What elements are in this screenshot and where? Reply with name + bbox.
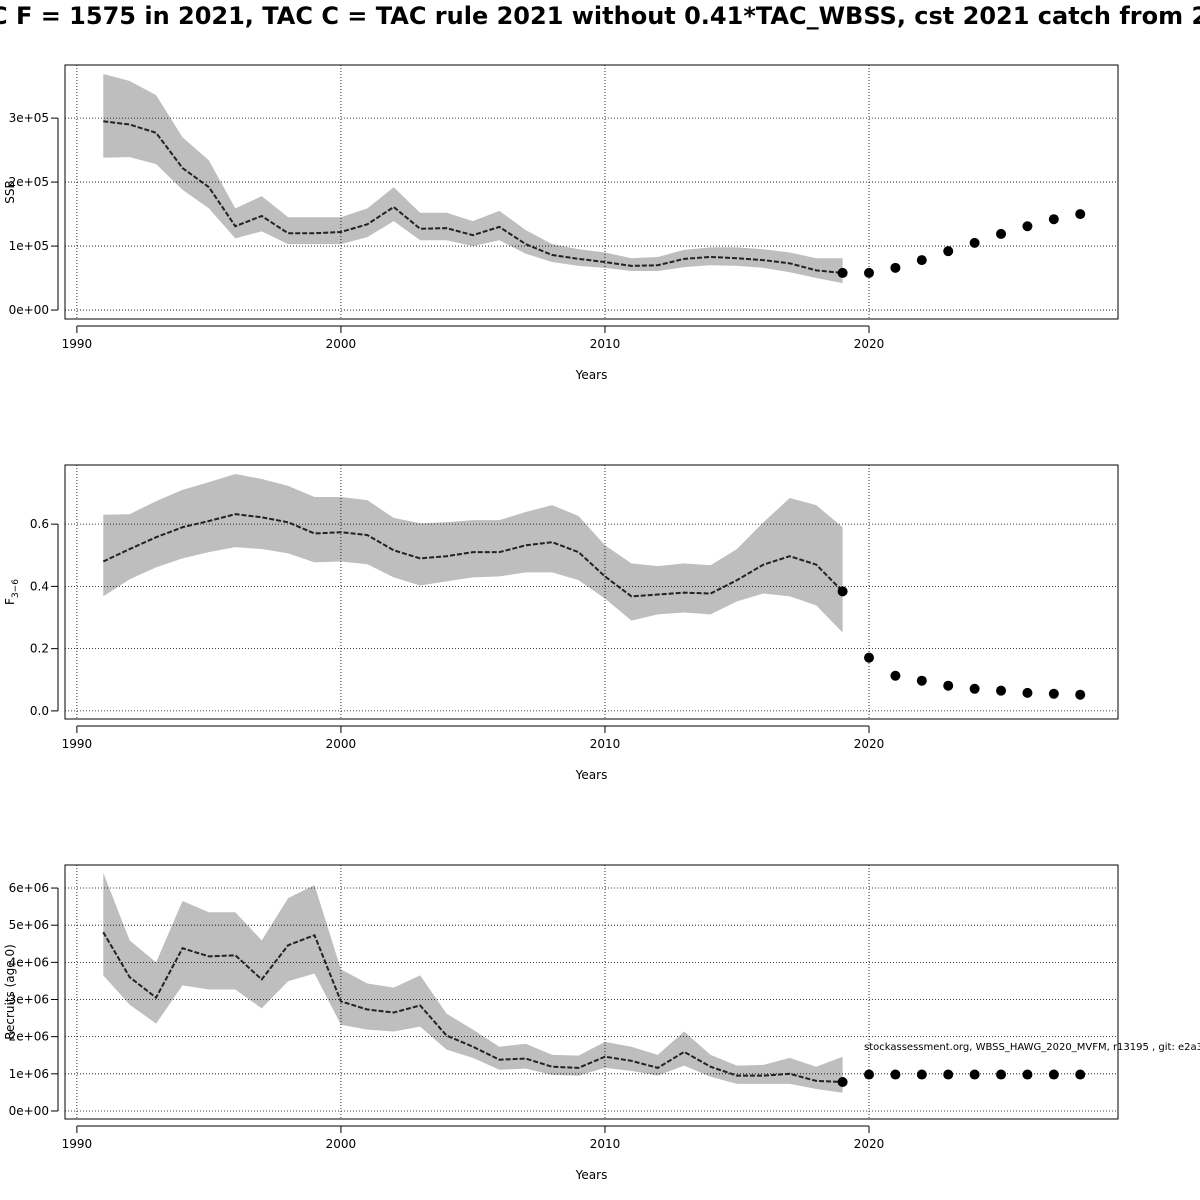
y-tick-label: 1e+05 [9, 239, 49, 253]
x-tick-label: 2010 [590, 1137, 621, 1151]
plot-frame [64, 64, 1119, 320]
y-axis: 0e+00 1e+05 2e+05 3e+05 SSB [3, 111, 59, 317]
y-axis: 0e+00 1e+06 2e+06 3e+06 4e+06 5e+06 6e+06 Recru… [3, 881, 59, 1118]
projection-point [1022, 1069, 1033, 1080]
x-tick-label: 2020 [854, 1137, 885, 1151]
confidence-band [103, 474, 843, 633]
projection-point [890, 1069, 901, 1080]
projection-point [969, 1069, 980, 1080]
y-axis-label: SSB [3, 180, 17, 203]
median-line [103, 120, 843, 274]
y-axis-label-main: SSB [3, 180, 17, 203]
projection-point [1022, 687, 1033, 698]
x-tick-label: 2010 [590, 337, 621, 351]
projection-point [864, 652, 875, 663]
y-tick-label: 0e+00 [9, 1104, 49, 1118]
y-tick-label: 0.2 [30, 642, 49, 656]
projection-point [1075, 209, 1086, 220]
projection-point [1075, 1069, 1086, 1080]
annotation-text: stockassessment.org, WBSS_HAWG_2020_MVFM… [864, 1042, 1200, 1053]
chart-title: C F = 1575 in 2021, TAC C = TAC rule 202… [0, 2, 1200, 30]
x-axis-label: Years [575, 368, 608, 382]
x-axis: 1990 2000 2010 2020 Years [62, 1125, 885, 1182]
projection-point [837, 586, 848, 597]
y-tick-label: 3e+05 [9, 111, 49, 125]
x-tick-label: 2000 [326, 1137, 357, 1151]
projection-point [1075, 689, 1086, 700]
x-tick-label: 1990 [62, 1137, 93, 1151]
y-tick-label: 1e+06 [9, 1067, 49, 1081]
y-axis-label-subscript: 3−6 [11, 579, 21, 598]
y-tick-label: 2e+06 [9, 1030, 49, 1044]
projection-point [1022, 221, 1033, 232]
panel-3: 1990 2000 2010 2020 Years 0e+00 1e+06 2e+06 3e+0… [3, 864, 1119, 1182]
projection-point [916, 675, 927, 686]
projection-point [943, 680, 954, 691]
y-tick-label: 0.6 [30, 517, 49, 531]
x-tick-label: 2000 [326, 337, 357, 351]
confidence-band [103, 73, 843, 284]
x-tick-label: 2020 [854, 737, 885, 751]
median-line [102, 931, 843, 1083]
y-tick-label: 2e+05 [9, 175, 49, 189]
x-tick-label: 2010 [590, 737, 621, 751]
panel-1: 1990 2000 2010 2020 Years 0e+00 1e+05 2e+05 3e+0… [3, 64, 1119, 382]
projection-point [943, 1069, 954, 1080]
x-tick-label: 2000 [326, 737, 357, 751]
projection-point [1048, 214, 1059, 225]
x-axis-label: Years [575, 1168, 608, 1182]
y-axis-label-main: Recruits (age 0) [3, 944, 17, 1040]
projection-point [916, 1069, 927, 1080]
y-axis: 0.0 0.2 0.4 0.6 F3−6 [3, 517, 59, 718]
projection-point [1048, 688, 1059, 699]
plot-frame [64, 864, 1119, 1120]
panel-2: 1990 2000 2010 2020 Years 0.0 0.2 0.4 0.6 F3−6 [3, 464, 1119, 782]
projection-point [969, 683, 980, 694]
projection-point [996, 685, 1007, 696]
projection-point [1048, 1069, 1059, 1080]
projection-point [943, 246, 954, 257]
x-axis: 1990 2000 2010 2020 Years [62, 325, 885, 382]
y-tick-label: 5e+06 [9, 918, 49, 932]
x-axis: 1990 2000 2010 2020 Years [62, 725, 885, 782]
x-tick-label: 1990 [62, 737, 93, 751]
projection-point [890, 670, 901, 681]
y-tick-label: 3e+06 [9, 993, 49, 1007]
plot-frame [64, 464, 1119, 720]
y-tick-label: 0.0 [30, 704, 49, 718]
y-tick-label: 6e+06 [9, 881, 49, 895]
projection-point [969, 237, 980, 248]
y-tick-label: 0.4 [30, 579, 49, 593]
projection-point [996, 228, 1007, 239]
y-axis-label-main: F [3, 598, 17, 605]
median-line [102, 513, 844, 598]
projection-point [890, 262, 901, 273]
x-tick-label: 2020 [854, 337, 885, 351]
x-tick-label: 1990 [62, 337, 93, 351]
projection-point [864, 267, 875, 278]
y-axis-label: F3−6 [3, 579, 21, 605]
projection-point [916, 255, 927, 266]
y-tick-label: 4e+06 [9, 955, 49, 969]
projection-point [837, 1076, 848, 1087]
projection-point [996, 1069, 1007, 1080]
x-axis-label: Years [575, 768, 608, 782]
y-axis-label: Recruits (age 0) [3, 944, 17, 1040]
y-tick-label: 0e+00 [9, 303, 49, 317]
projection-point [864, 1069, 875, 1080]
confidence-band [103, 872, 843, 1093]
projection-point [837, 267, 848, 278]
